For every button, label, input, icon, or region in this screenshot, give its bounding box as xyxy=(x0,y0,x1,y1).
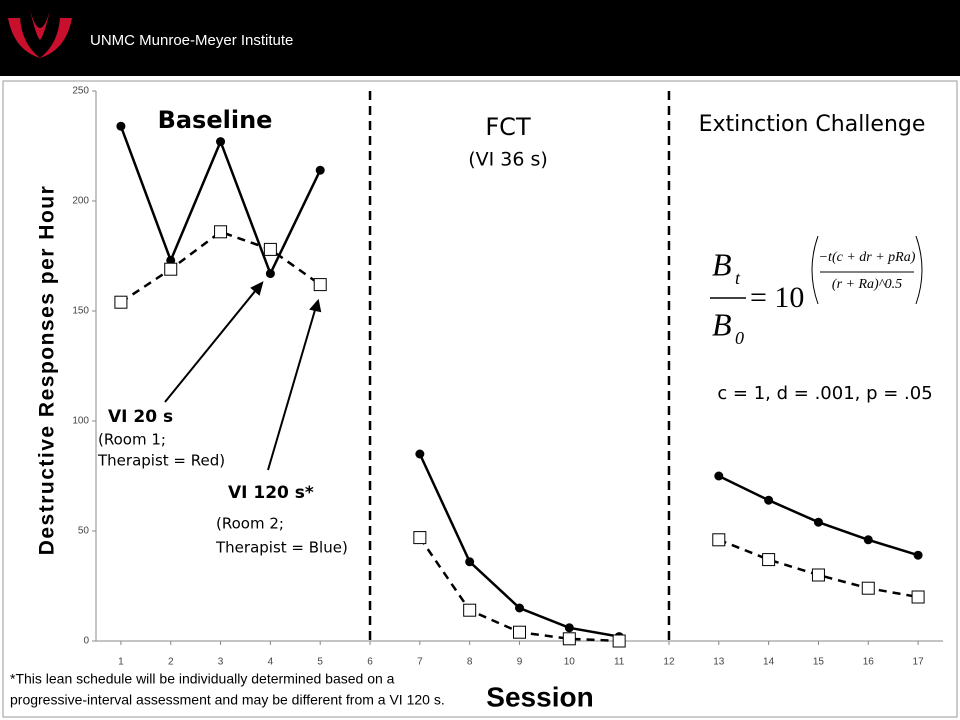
point xyxy=(166,255,176,265)
point xyxy=(911,590,925,604)
point xyxy=(811,568,825,582)
x-tick-label: 14 xyxy=(763,657,775,668)
logo xyxy=(8,10,72,58)
phase-label: Baseline xyxy=(158,106,273,134)
annotation: (Room 2; xyxy=(216,515,284,533)
x-tick-label: 6 xyxy=(367,657,373,668)
annotation: Therapist = Blue) xyxy=(215,539,348,557)
x-tick-label: 10 xyxy=(564,657,576,668)
x-tick-label: 8 xyxy=(467,657,473,668)
y-tick-label: 200 xyxy=(72,196,89,207)
eq-den: B xyxy=(712,306,732,342)
eq-num-sub: t xyxy=(735,268,741,288)
footnote: progressive-interval assessment and may … xyxy=(10,692,445,708)
point xyxy=(116,121,126,131)
x-tick-label: 16 xyxy=(863,657,875,668)
point xyxy=(315,165,325,175)
point xyxy=(114,295,128,309)
x-tick-label: 9 xyxy=(517,657,523,668)
y-tick-label: 250 xyxy=(72,86,89,97)
y-axis-label: Destructive Responses per Hour xyxy=(36,185,59,556)
point xyxy=(714,471,724,481)
series-line xyxy=(119,125,919,638)
point xyxy=(265,269,275,279)
y-tick-label: 150 xyxy=(72,306,89,317)
point xyxy=(164,262,178,276)
phase-label: FCT xyxy=(485,113,531,141)
point xyxy=(564,623,574,633)
eq-den-sub: 0 xyxy=(735,328,744,348)
eq-num: B xyxy=(712,246,732,282)
x-tick-label: 11 xyxy=(614,657,625,668)
annotation: c = 1, d = .001, p = .05 xyxy=(717,383,932,404)
y-tick-label: 0 xyxy=(83,636,89,647)
x-tick-label: 4 xyxy=(268,657,274,668)
x-tick-label: 2 xyxy=(168,657,174,668)
x-tick-label: 13 xyxy=(713,657,725,668)
x-tick-label: 12 xyxy=(663,657,675,668)
arrows xyxy=(164,281,322,471)
x-tick-label: 5 xyxy=(317,657,323,668)
x-tick-label: 15 xyxy=(813,657,825,668)
y-tick-label: 100 xyxy=(72,416,89,427)
annotation: VI 120 s* xyxy=(228,483,314,503)
annotation: Therapist = Red) xyxy=(97,452,225,470)
point xyxy=(214,225,228,239)
x-tick-label: 17 xyxy=(913,657,925,668)
annotation: (Room 1; xyxy=(98,431,166,449)
footnote: *This lean schedule will be individually… xyxy=(10,671,395,687)
point xyxy=(313,278,327,292)
eq-paren xyxy=(811,235,923,305)
eq-equals: = 10 xyxy=(750,281,804,314)
point xyxy=(263,242,277,256)
point xyxy=(712,533,726,547)
x-tick-label: 3 xyxy=(218,657,224,668)
y-tick-label: 50 xyxy=(78,526,90,537)
point xyxy=(813,517,823,527)
point xyxy=(762,553,776,567)
point xyxy=(612,634,626,648)
point xyxy=(465,557,475,567)
point xyxy=(515,603,524,613)
x-tick-label: 7 xyxy=(417,657,423,668)
point xyxy=(415,449,425,459)
x-axis-label: Session xyxy=(486,681,593,712)
point xyxy=(764,495,774,505)
point xyxy=(513,625,526,639)
x-tick-label: 1 xyxy=(118,657,124,668)
eq-exp-top: −t(c + dr + pRa) xyxy=(819,250,916,265)
point xyxy=(861,581,875,595)
point xyxy=(463,603,477,617)
point xyxy=(913,550,923,560)
eq-exp-bottom: (r + Ra)^0.5 xyxy=(832,277,902,292)
annotation: VI 20 s xyxy=(108,407,173,427)
point xyxy=(863,535,873,545)
header-title: UNMC Munroe-Meyer Institute xyxy=(90,32,293,49)
point xyxy=(413,531,427,545)
point xyxy=(562,632,576,646)
slide-frame xyxy=(2,80,958,718)
phase-label: (VI 36 s) xyxy=(468,149,548,171)
point xyxy=(216,137,226,147)
header-bar xyxy=(0,0,960,76)
phase-label: Extinction Challenge xyxy=(699,112,926,137)
